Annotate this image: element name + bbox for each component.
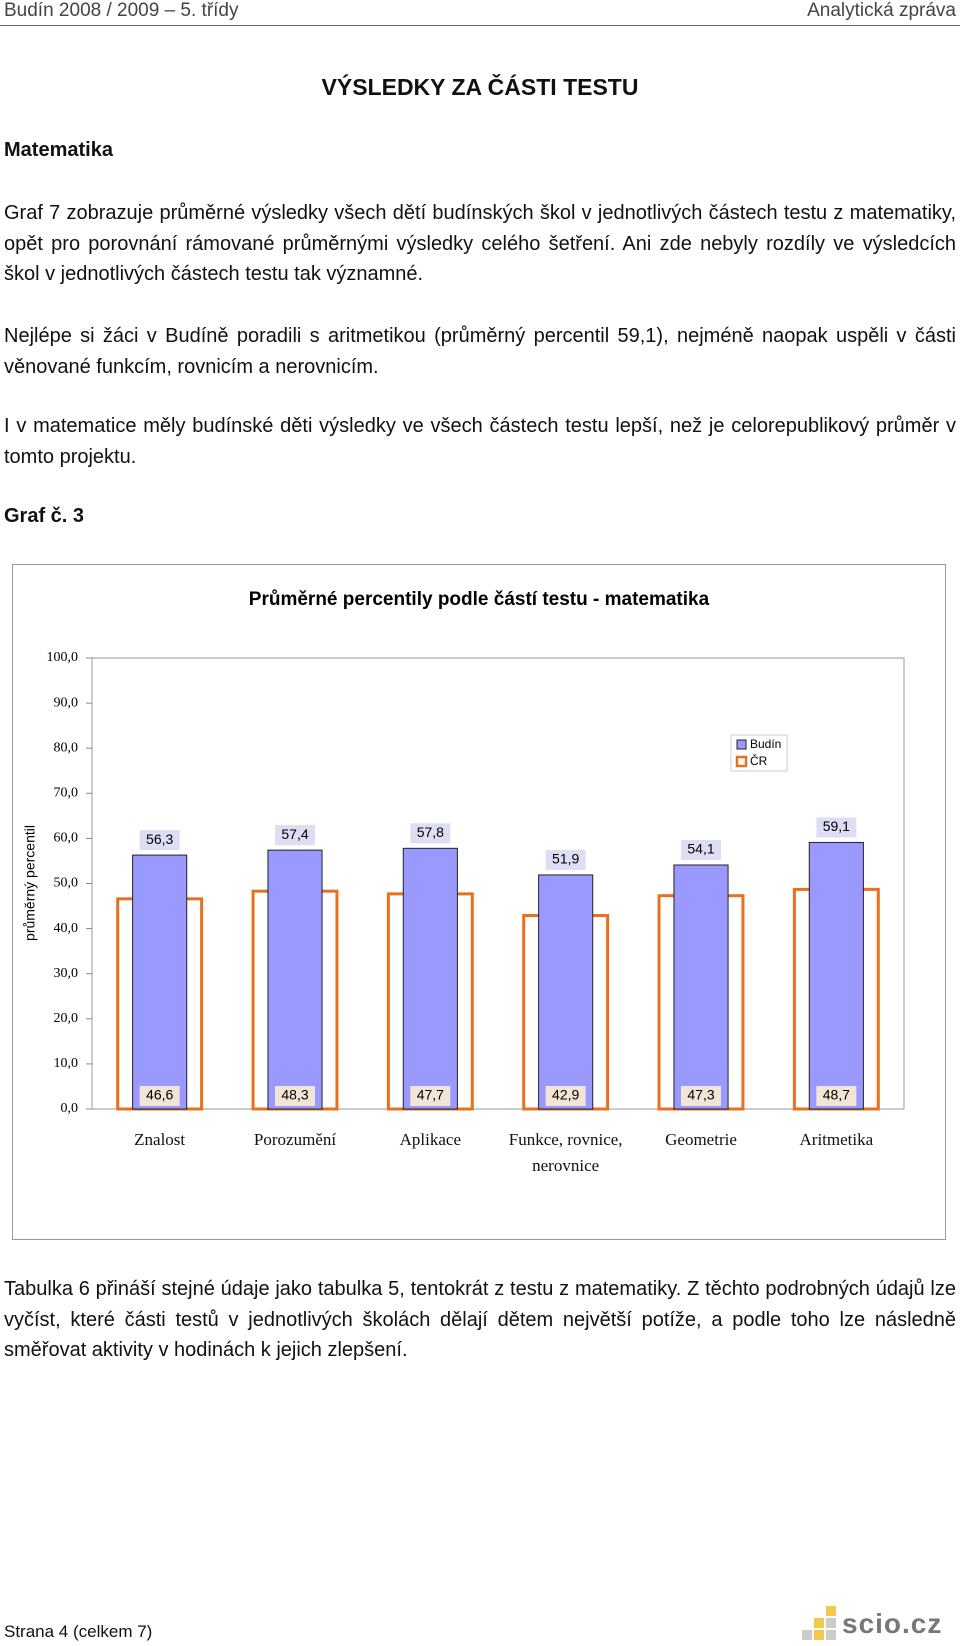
value-label-bg [681, 840, 721, 861]
value-label: 46,6 [146, 1087, 173, 1103]
value-label-bg [816, 1086, 857, 1106]
x-tick-label: Funkce, rovnice, nerovnice [508, 1130, 623, 1175]
footer-page: Strana 4 (celkem 7) [4, 1622, 153, 1641]
chart-title: Průměrné percentily podle částí testu - … [249, 589, 710, 610]
header-rule [0, 25, 960, 26]
y-tick-label: 20,0 [54, 1011, 79, 1026]
value-label-bg [275, 1086, 315, 1106]
paragraph: Tabulka 6 přináší stejné údaje jako tabu… [4, 1278, 956, 1361]
value-label: 57,4 [281, 826, 308, 842]
value-label-bg [139, 830, 180, 851]
value-label-bg [275, 825, 315, 846]
paragraph: I v matematice měly budínské děti výsled… [4, 415, 956, 468]
value-label: 51,9 [552, 851, 579, 867]
header-right: Analytická zpráva [807, 0, 956, 21]
y-tick-label: 0,0 [61, 1101, 79, 1116]
legend-swatch [736, 739, 747, 750]
chart-svg: Průměrné percentily podle částí testu - … [22, 589, 905, 1116]
value-label: 54,1 [687, 841, 714, 857]
logo-mark [802, 1606, 836, 1640]
y-tick-label: 80,0 [54, 740, 79, 755]
legend-swatch [735, 755, 748, 768]
legend-label: Budín [750, 737, 781, 751]
x-tick-label: Aritmetika [799, 1130, 874, 1149]
figure-label: Graf č. 3 [4, 505, 85, 527]
y-tick-label: 10,0 [54, 1056, 79, 1071]
value-label-bg [545, 1086, 586, 1106]
value-label-bg [410, 1086, 451, 1106]
x-tick-label: Znalost [134, 1130, 186, 1149]
section-heading: Matematika [4, 139, 113, 161]
bar [538, 874, 594, 1110]
paragraph: Nejlépe si žáci v Budíně poradili s arit… [4, 325, 956, 378]
y-tick-label: 50,0 [54, 876, 79, 891]
value-label: 47,7 [417, 1087, 444, 1103]
value-label: 48,7 [823, 1087, 850, 1103]
y-tick-label: 60,0 [54, 831, 79, 846]
value-label: 47,3 [687, 1087, 714, 1103]
legend-label: ČR [750, 753, 768, 768]
value-label: 48,3 [281, 1087, 308, 1103]
value-label-bg [139, 1086, 180, 1106]
x-tick-label: Aplikace [399, 1130, 461, 1149]
y-tick-label: 30,0 [54, 966, 79, 981]
paragraph: Graf 7 zobrazuje průměrné výsledky všech… [4, 202, 956, 285]
value-label: 42,9 [552, 1087, 579, 1103]
value-label-bg [816, 817, 857, 838]
footer-logo: scio.cz [842, 1608, 943, 1639]
value-label-bg [545, 849, 586, 870]
value-label: 57,8 [417, 824, 444, 840]
value-label-bg [681, 1086, 721, 1106]
y-axis-label: průměrný percentil [22, 825, 38, 941]
value-label: 59,1 [823, 818, 850, 834]
y-tick-label: 70,0 [54, 786, 79, 801]
page-title: VÝSLEDKY ZA ČÁSTI TESTU [321, 74, 639, 100]
bar [808, 841, 864, 1110]
bar [673, 864, 729, 1110]
bar [132, 854, 188, 1110]
y-tick-label: 100,0 [47, 650, 79, 665]
bar [267, 849, 323, 1110]
chart: Průměrné percentily podle částí testu - … [12, 564, 946, 1240]
y-tick-label: 90,0 [54, 695, 79, 710]
x-tick-label: Porozumění [253, 1130, 337, 1149]
x-tick-label: Geometrie [665, 1130, 737, 1149]
plot-area [91, 657, 905, 1110]
bar [402, 847, 458, 1110]
value-label: 56,3 [146, 831, 173, 847]
header-left: Budín 2008 / 2009 – 5. třídy [4, 0, 239, 21]
y-tick-label: 40,0 [54, 921, 79, 936]
value-label-bg [410, 823, 451, 844]
